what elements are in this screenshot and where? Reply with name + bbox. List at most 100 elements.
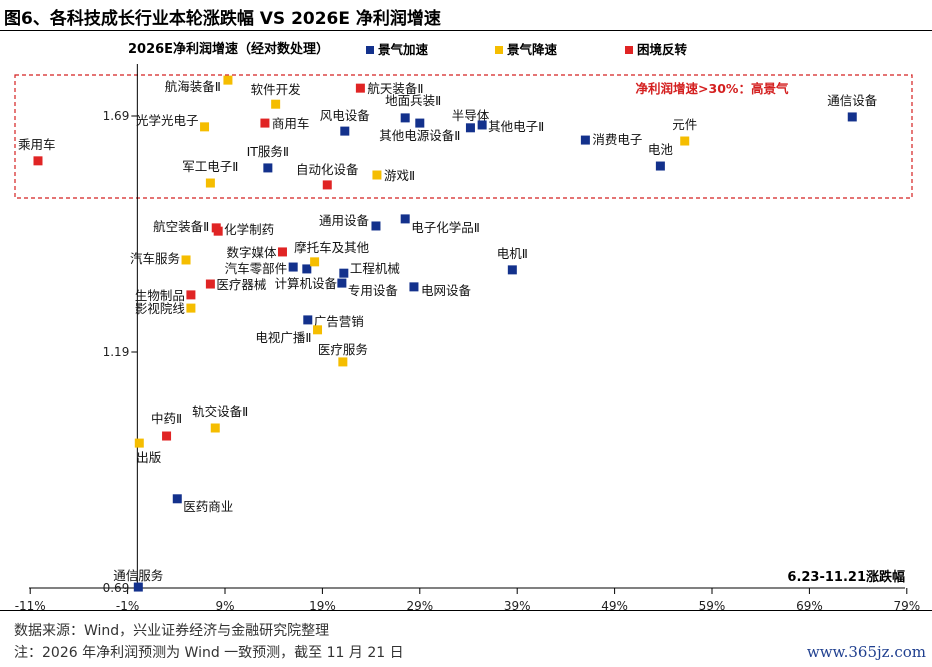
point-marker [205,279,215,289]
point-marker [172,494,182,504]
title-divider [0,30,932,31]
data-point: 专用设备 [337,278,399,298]
x-tick-label: 49% [601,599,628,613]
data-point: 电网设备 [409,282,471,298]
point-marker [339,268,349,278]
point-marker [680,136,690,146]
point-label: 汽车服务 [130,251,180,266]
source-note: 数据来源：Wind，兴业证券经济与金融研究院整理 [14,623,330,639]
point-label: 电网设备 [421,283,472,298]
figure-title: 图6、各科技成长行业本轮涨跌幅 VS 2026E 净利润增速 [4,9,441,29]
point-label: 专用设备 [348,283,399,298]
point-marker [371,221,381,231]
point-label: 计算机设备 [275,276,338,291]
point-label: 游戏Ⅱ [384,168,415,183]
point-marker [33,156,43,166]
data-point: 消费电子 [580,132,642,147]
legend: 景气加速 景气降速 困境反转 [366,42,688,57]
point-marker [338,357,348,367]
point-marker [655,161,665,171]
point-marker [409,282,419,292]
y-tick-label: 1.19 [103,345,130,359]
data-point: 汽车零部件 [225,261,298,276]
data-point: 医疗服务 [318,342,368,367]
point-label: 通信服务 [113,568,163,583]
x-tick-label: 59% [699,599,726,613]
x-tick-label: 39% [504,599,531,613]
point-label: 航天装备Ⅱ [367,81,423,96]
y-tick-label: 0.69 [103,581,130,595]
data-point: 风电设备 [320,108,371,136]
point-marker [313,325,323,335]
point-label: 风电设备 [320,108,371,123]
data-point: 汽车服务 [130,251,191,266]
x-tick-label: 19% [309,599,336,613]
data-point: 轨交设备Ⅱ [192,404,248,433]
point-label: 通信设备 [827,93,878,108]
data-point: 电机Ⅱ [497,246,528,275]
point-label: 乘用车 [18,137,56,152]
point-marker [303,315,313,325]
point-marker [133,582,143,592]
y-tick-label: 1.69 [103,109,130,123]
point-label: 汽车零部件 [225,261,288,276]
point-label: 电池 [648,142,674,157]
data-point: 元件 [672,117,697,146]
data-point: 航海装备Ⅱ [165,75,233,94]
data-point: 乘用车 [18,137,56,166]
point-marker [415,118,425,128]
point-label: 广告营销 [314,314,364,329]
point-label: 影视院线 [135,301,186,316]
data-point: 通信服务 [113,568,163,592]
point-marker [277,247,287,257]
legend-swatch [495,46,503,54]
legend-label: 景气降速 [507,42,558,57]
data-point: 航空装备Ⅱ [153,219,221,234]
point-label: 电机Ⅱ [497,246,528,261]
point-label: 摩托车及其他 [294,240,370,255]
point-marker [200,122,210,132]
data-point: 工程机械 [339,261,400,278]
data-point: 其他电源设备Ⅱ [379,118,460,143]
x-tick-label: -1% [116,599,139,613]
data-point: 数字媒体 [226,245,287,260]
legend-label: 景气加速 [378,42,429,57]
point-marker [134,438,144,448]
y-axis-title: 2026E净利润增速（经对数处理） [128,41,329,57]
point-label: 出版 [136,450,162,465]
point-label: IT服务Ⅱ [247,144,289,159]
point-label: 数字媒体 [226,245,277,260]
legend-label: 困境反转 [637,42,688,57]
point-marker [322,180,332,190]
data-point: 出版 [134,438,162,465]
point-marker [181,255,191,265]
point-label: 商用车 [272,116,310,131]
point-label: 通用设备 [319,213,370,228]
x-axis-title: 6.23-11.21涨跌幅 [787,569,905,585]
data-point: 计算机设备 [275,264,338,291]
point-label: 轨交设备Ⅱ [192,404,248,419]
data-point: 通信设备 [827,93,878,122]
point-marker [210,423,220,433]
point-label: 工程机械 [350,261,401,276]
data-point: 通用设备 [319,213,381,231]
point-label: 地面兵装Ⅱ [385,93,441,108]
point-label: 其他电源设备Ⅱ [379,128,460,143]
data-point: 医药商业 [172,494,233,514]
legend-swatch [625,46,633,54]
point-marker [162,431,172,441]
point-label: 医疗器械 [216,277,267,292]
data-point: 半导体 [452,108,490,133]
point-marker [355,83,365,93]
point-marker [340,126,350,136]
point-marker [580,135,590,145]
point-marker [847,112,857,122]
data-point: 化学制药 [213,222,274,237]
point-label: 中药Ⅱ [151,411,182,426]
data-point: 商用车 [260,116,309,131]
x-tick-label: 9% [215,599,234,613]
point-label: 元件 [672,117,697,132]
point-label: 半导体 [452,108,490,123]
data-point: 游戏Ⅱ [372,168,415,183]
